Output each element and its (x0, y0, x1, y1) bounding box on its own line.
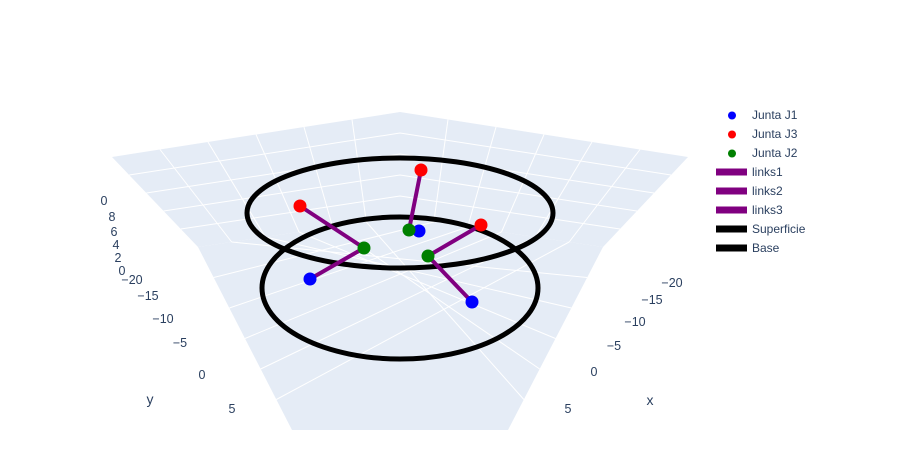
x-tick-label: 5 (565, 402, 572, 416)
x-tick-label: −15 (641, 293, 662, 307)
z-tick-label: 6 (111, 225, 118, 239)
circles (244, 155, 556, 362)
junta-j2-marker[interactable] (357, 241, 371, 255)
z-tick-label: 0 (119, 264, 126, 278)
legend-swatch (716, 244, 747, 252)
y-tick-label: 0 (199, 368, 206, 382)
junta-j3-marker[interactable] (414, 163, 428, 177)
legend-item-base[interactable]: Base (714, 239, 894, 258)
legend-swatch (716, 225, 747, 233)
junta-j2-marker[interactable] (421, 249, 435, 263)
z-tick-label: 8 (109, 210, 116, 224)
legend-swatch (716, 187, 747, 195)
y-tick-label: −10 (152, 312, 173, 326)
base-circle (259, 214, 541, 362)
legend-label: Superficie (752, 222, 806, 236)
junta-j1-marker[interactable] (412, 224, 426, 238)
grid-lines (129, 119, 672, 400)
x-axis-title: x (647, 392, 654, 408)
y-tick-label: −20 (121, 273, 142, 287)
x-tick-label: −10 (624, 315, 645, 329)
junta-j1-marker[interactable] (465, 295, 479, 309)
floor-plane (198, 217, 603, 430)
3d-scene[interactable] (112, 112, 688, 430)
junta-j2-marker[interactable] (402, 223, 416, 237)
legend-item-links1[interactable]: links1 (714, 163, 894, 182)
y-axis-title: y (147, 391, 154, 407)
legend-item-links2[interactable]: links2 (714, 182, 894, 201)
legend-swatch (716, 168, 747, 176)
legend-swatch (728, 130, 736, 139)
junta-j3-marker[interactable] (293, 199, 307, 213)
x-tick-label: −20 (661, 276, 682, 290)
legend-label: links1 (752, 165, 783, 179)
legend-swatch (728, 149, 736, 158)
legend-label: links2 (752, 184, 783, 198)
legend-label: Junta J3 (752, 127, 798, 141)
x-tick-label: −5 (607, 339, 621, 353)
y-tick-label: −5 (173, 336, 187, 350)
z-tick-label: 2 (115, 251, 122, 265)
markers (293, 163, 488, 309)
legend-swatch (716, 206, 747, 214)
legend-item-junta-j3[interactable]: Junta J3 (714, 125, 894, 144)
z-tick-label: 4 (113, 238, 120, 252)
z-tick-label: 0 (101, 194, 108, 208)
junta-j1-marker[interactable] (303, 272, 317, 286)
legend-label: links3 (752, 203, 783, 217)
back-wall-left (112, 112, 400, 247)
legend-label: Junta J1 (752, 108, 798, 122)
legend-label: Junta J2 (752, 146, 798, 160)
legend-item-junta-j1[interactable]: Junta J1 (714, 106, 894, 125)
junta-j3-marker[interactable] (474, 218, 488, 232)
legend-swatch (728, 111, 736, 120)
legend: Junta J1 Junta J3 Junta J2 links1 links2 link… (714, 106, 894, 258)
legend-item-links3[interactable]: links3 (714, 201, 894, 220)
superficie-circle (244, 155, 556, 271)
x-tick-label: 0 (591, 365, 598, 379)
legend-item-superficie[interactable]: Superficie (714, 220, 894, 239)
legend-label: Base (752, 241, 780, 255)
y-tick-label: 5 (229, 402, 236, 416)
y-tick-label: −15 (137, 289, 158, 303)
legend-item-junta-j2[interactable]: Junta J2 (714, 144, 894, 163)
